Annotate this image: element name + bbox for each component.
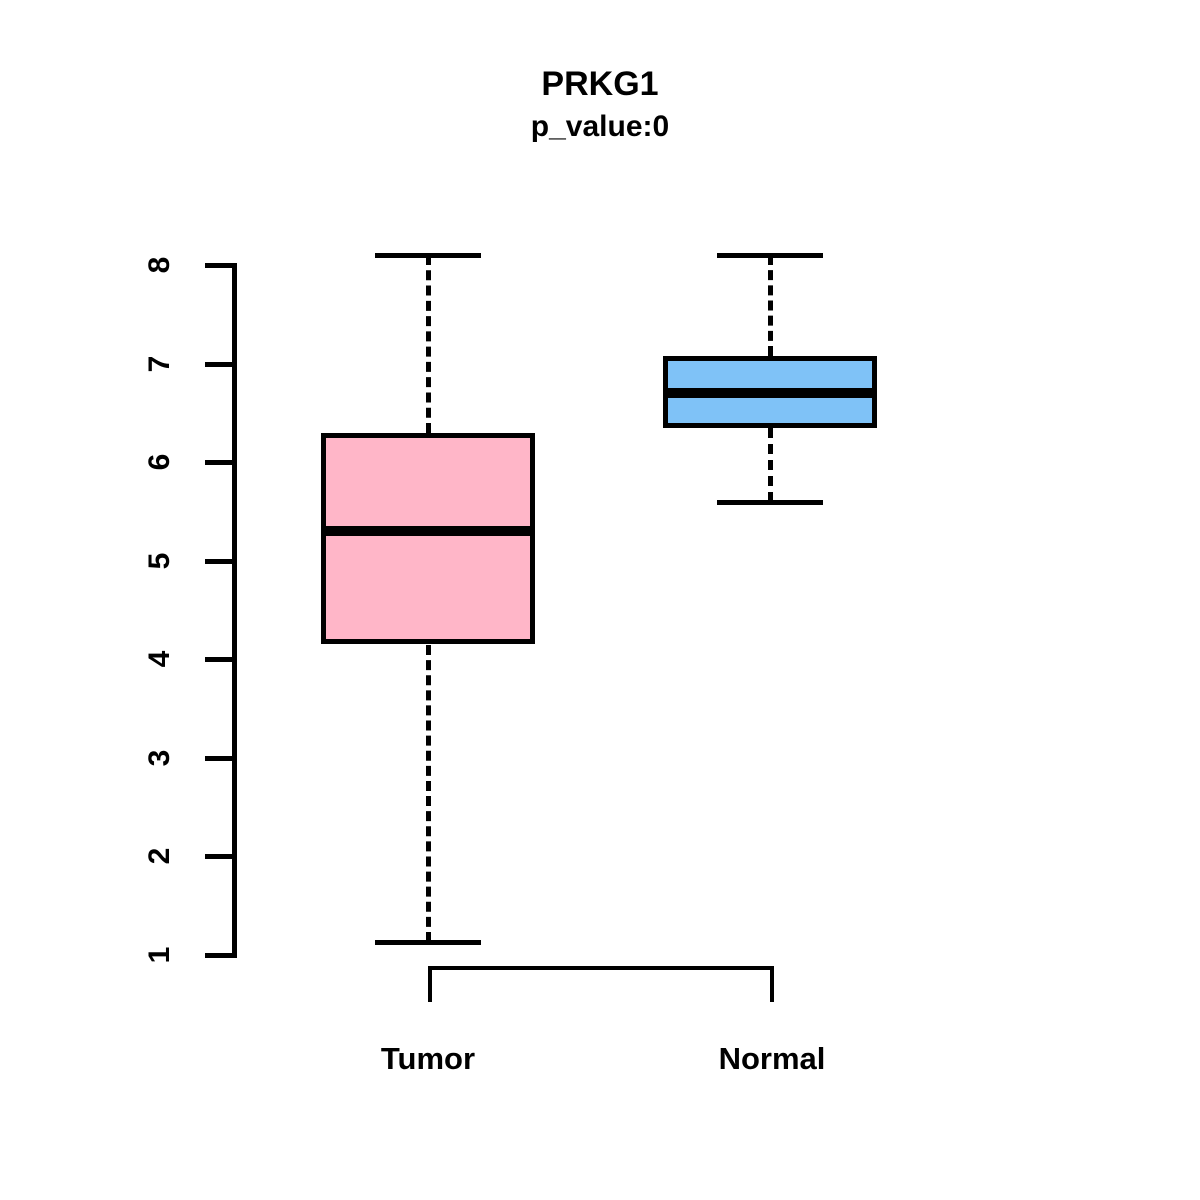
- x-tick-label-tumor: Tumor: [380, 1041, 476, 1076]
- y-tick-label: 1: [143, 946, 176, 964]
- y-tick-label: 3: [143, 749, 176, 767]
- y-axis-tick: [205, 263, 237, 268]
- x-tick-label-normal: Normal: [718, 1041, 826, 1076]
- box-tumor: [321, 432, 535, 645]
- y-tick-label: 4: [143, 650, 176, 668]
- y-tick-label: 7: [143, 355, 176, 372]
- y-tick-label: 2: [143, 848, 176, 865]
- y-axis-tick: [205, 854, 237, 860]
- whisker-cap-lower-tumor: [375, 940, 481, 946]
- whisker-cap-upper-tumor: [375, 253, 481, 259]
- y-tick-label: 8: [143, 256, 176, 274]
- y-axis-tick: [205, 953, 237, 958]
- y-axis-tick: [205, 361, 237, 367]
- y-axis-tick: [205, 657, 237, 663]
- whisker-lower-tumor: [426, 644, 431, 943]
- page-title: PRKG1: [541, 65, 659, 103]
- y-tick-label: 6: [143, 453, 176, 471]
- y-axis-tick: [205, 558, 237, 564]
- median-normal: [663, 388, 877, 399]
- plot-subtitle-pvalue: p_value:0: [530, 110, 670, 143]
- x-axis-bracket-left-tick: [428, 966, 432, 1002]
- whisker-upper-normal: [768, 255, 773, 356]
- median-tumor: [321, 526, 535, 537]
- y-axis-tick: [205, 460, 237, 466]
- y-tick-label: 5: [143, 552, 176, 570]
- y-axis-spine: [232, 265, 237, 956]
- whisker-lower-normal: [768, 427, 773, 502]
- y-axis-tick: [205, 755, 237, 761]
- title-block: PRKG1 p_value:0: [0, 62, 1200, 148]
- whisker-upper-tumor: [426, 255, 431, 433]
- whisker-cap-upper-normal: [717, 253, 823, 259]
- whisker-cap-lower-normal: [717, 499, 823, 505]
- x-axis-bracket-top: [428, 966, 774, 970]
- x-axis-bracket-right-tick: [770, 966, 774, 1002]
